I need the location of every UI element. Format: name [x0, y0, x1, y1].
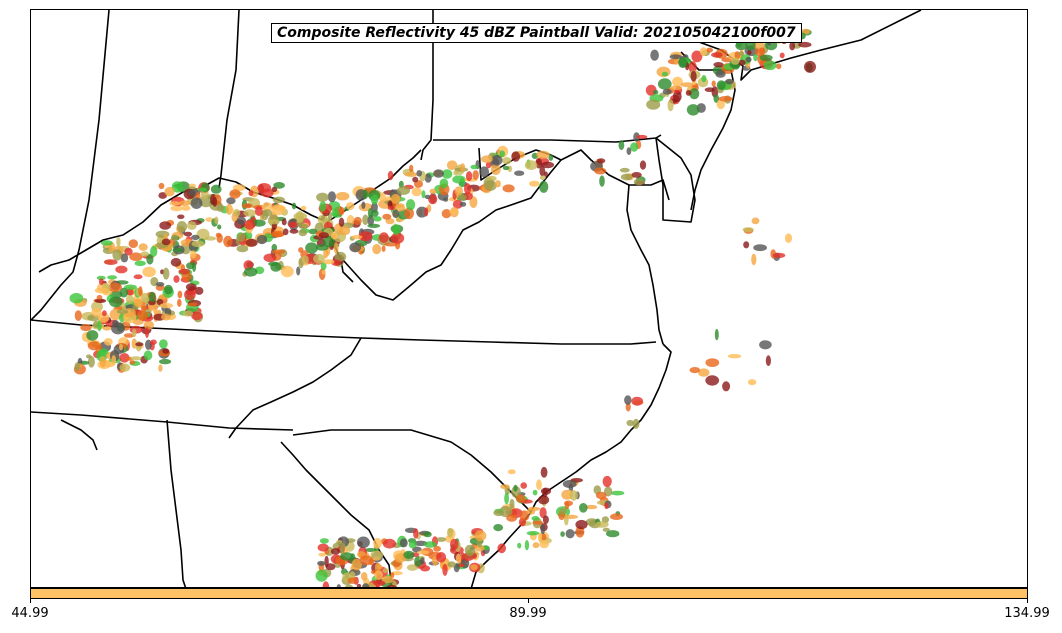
state-border-wv-va	[342, 159, 562, 301]
colorbar-label-mid: 89.99	[509, 606, 547, 621]
state-border-in-oh	[218, 10, 240, 189]
state-border-ga-tn	[31, 411, 294, 431]
reflectivity-paintball-layer	[69, 26, 816, 587]
state-border-il-in	[31, 10, 110, 321]
state-border-ga-al	[166, 419, 187, 587]
map-title: Composite Reflectivity 45 dBZ Paintball …	[271, 23, 802, 43]
state-border-sc	[280, 441, 392, 581]
colorbar-tick-min	[30, 599, 31, 603]
colorbar-label-max: 134.99	[1004, 606, 1050, 621]
delmarva	[655, 137, 696, 223]
state-border-pa-ny	[433, 134, 662, 143]
state-border-oh-pa	[420, 10, 434, 161]
map-panel: Composite Reflectivity 45 dBZ Paintball …	[30, 9, 1028, 588]
coast-va-md	[626, 184, 664, 345]
colorbar-tick-max	[1027, 599, 1028, 603]
colorbar-label-min: 44.99	[11, 606, 49, 621]
colorbar	[30, 588, 1028, 599]
state-border-nc-tn	[228, 337, 362, 439]
state-border-nc-sc	[292, 429, 532, 513]
ky-lake	[60, 419, 98, 451]
map-canvas	[31, 10, 922, 587]
coast-nc	[530, 343, 672, 513]
colorbar-tick-mid	[528, 599, 529, 603]
